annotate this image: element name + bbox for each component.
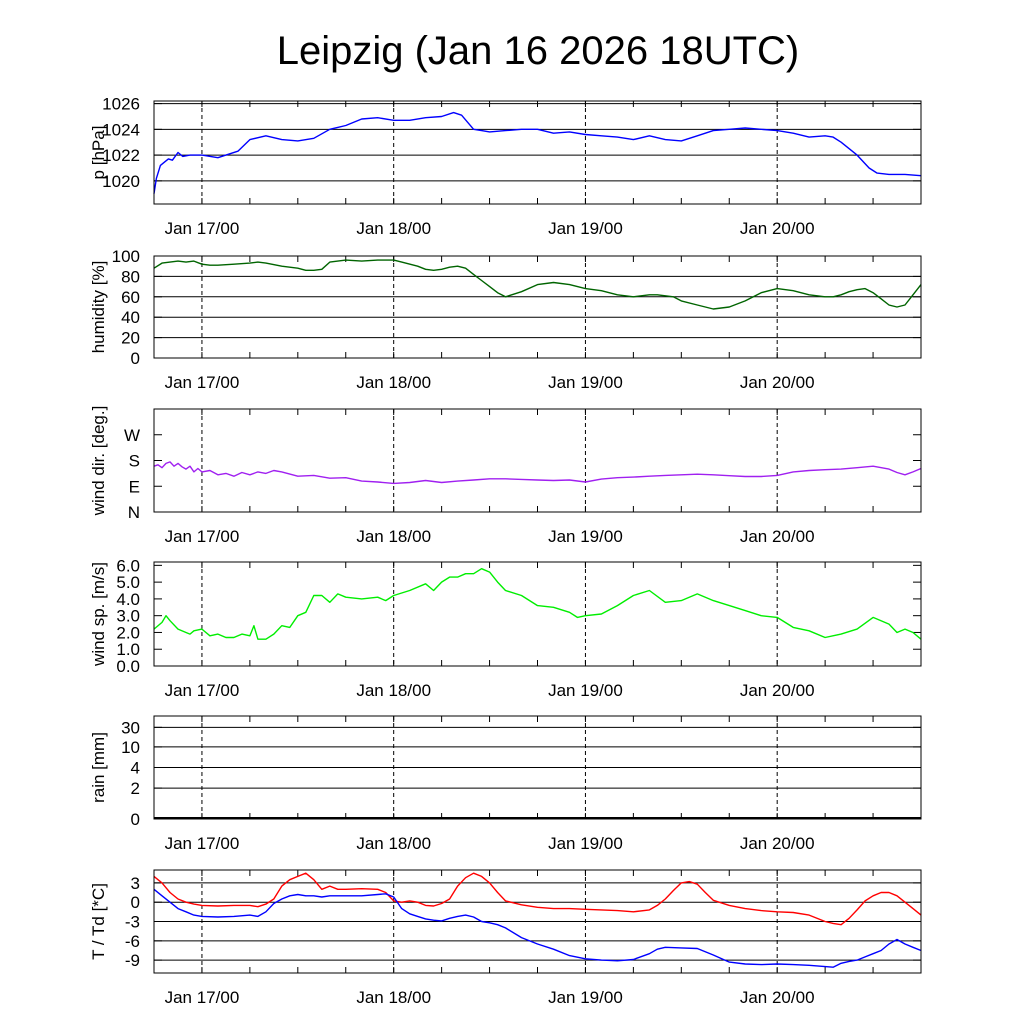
y-axis-title-pressure: p [hPa] <box>89 126 108 180</box>
y-tick-label-wind_dir-3: W <box>124 426 140 445</box>
series-line-pressure-0 <box>153 111 922 194</box>
panel-frame-pressure <box>153 100 922 205</box>
y-tick-label-wind_speed-0: 0.0 <box>116 657 140 676</box>
x-tick-label-wind_speed-2: Jan 19/00 <box>548 681 623 700</box>
panel-wind_dir: Jan 17/00 Jan 18/00 Jan 19/00 Jan 20/00 NESW… <box>89 406 922 546</box>
y-tick-label-wind_speed-2: 2.0 <box>116 623 140 642</box>
y-tick-label-rain-1: 2 <box>131 779 140 798</box>
x-tick-label-humidity-2: Jan 19/00 <box>548 373 623 392</box>
x-tick-label-humidity-3: Jan 20/00 <box>740 373 815 392</box>
y-tick-label-temperature-0: -9 <box>125 951 140 970</box>
series-line-temperature-1 <box>153 888 922 968</box>
panel-wind_speed: Jan 17/00 Jan 18/00 Jan 19/00 Jan 20/00 0.01… <box>89 556 922 700</box>
y-tick-label-temperature-1: -6 <box>125 932 140 951</box>
panel-humidity: Jan 17/00 Jan 18/00 Jan 19/00 Jan 20/00 020 4… <box>89 247 922 392</box>
y-axis-title-wind_speed: wind sp. [m/s] <box>89 562 108 667</box>
x-tick-label-wind_dir-2: Jan 19/00 <box>548 527 623 546</box>
x-tick-label-wind_speed-3: Jan 20/00 <box>740 681 815 700</box>
y-axis-title-wind_dir: wind dir. [deg.] <box>89 406 108 517</box>
y-tick-label-wind_dir-0: N <box>128 503 140 522</box>
y-tick-label-pressure-2: 1024 <box>102 120 140 139</box>
y-tick-label-humidity-0: 0 <box>131 349 140 368</box>
y-tick-label-rain-4: 30 <box>121 718 140 737</box>
x-tick-label-humidity-1: Jan 18/00 <box>356 373 431 392</box>
x-tick-label-humidity-0: Jan 17/00 <box>165 373 240 392</box>
y-axis-title-rain: rain [mm] <box>89 732 108 803</box>
y-tick-label-rain-0: 0 <box>131 810 140 829</box>
y-tick-label-pressure-0: 1020 <box>102 172 140 191</box>
y-axis-title-temperature: T / Td [*C] <box>89 883 108 960</box>
panel-frame-wind_speed <box>153 561 922 667</box>
panel-frame-rain <box>153 715 922 820</box>
y-tick-label-wind_speed-1: 1.0 <box>116 640 140 659</box>
y-tick-label-wind_speed-3: 3.0 <box>116 607 140 626</box>
x-tick-label-temperature-3: Jan 20/00 <box>740 988 815 1007</box>
panel-frame-wind_dir <box>153 408 922 513</box>
x-tick-label-wind_speed-0: Jan 17/00 <box>165 681 240 700</box>
x-tick-label-pressure-1: Jan 18/00 <box>356 219 431 238</box>
y-tick-label-temperature-4: 3 <box>131 874 140 893</box>
y-tick-label-temperature-3: 0 <box>131 893 140 912</box>
y-tick-label-pressure-1: 1022 <box>102 146 140 165</box>
panel-pressure: Jan 17/00 Jan 18/00 Jan 19/00 Jan 20/00 1020… <box>89 95 922 238</box>
y-tick-label-wind_speed-4: 4.0 <box>116 590 140 609</box>
series-line-humidity-0 <box>153 259 922 310</box>
x-tick-label-wind_dir-0: Jan 17/00 <box>165 527 240 546</box>
x-tick-label-wind_dir-3: Jan 20/00 <box>740 527 815 546</box>
y-tick-label-pressure-3: 1026 <box>102 95 140 114</box>
y-tick-label-humidity-4: 80 <box>121 267 140 286</box>
x-tick-label-pressure-2: Jan 19/00 <box>548 219 623 238</box>
y-tick-label-humidity-3: 60 <box>121 288 140 307</box>
series-line-wind_speed-0 <box>153 568 922 640</box>
x-tick-label-pressure-3: Jan 20/00 <box>740 219 815 238</box>
y-tick-label-rain-3: 10 <box>121 738 140 757</box>
panel-temperature: Jan 17/00 Jan 18/00 Jan 19/00 Jan 20/00 -9-6… <box>89 869 922 1007</box>
x-tick-label-wind_speed-1: Jan 18/00 <box>356 681 431 700</box>
x-tick-label-rain-1: Jan 18/00 <box>356 834 431 853</box>
y-tick-label-humidity-5: 100 <box>112 247 140 266</box>
y-tick-label-temperature-2: -3 <box>125 913 140 932</box>
x-tick-label-rain-0: Jan 17/00 <box>165 834 240 853</box>
x-tick-label-rain-2: Jan 19/00 <box>548 834 623 853</box>
panel-frame-humidity <box>153 255 922 359</box>
x-tick-label-wind_dir-1: Jan 18/00 <box>356 527 431 546</box>
x-tick-label-rain-3: Jan 20/00 <box>740 834 815 853</box>
y-tick-label-humidity-2: 40 <box>121 308 140 327</box>
y-tick-label-wind_speed-6: 6.0 <box>116 556 140 575</box>
y-tick-label-rain-2: 4 <box>131 759 140 778</box>
series-line-temperature-0 <box>153 872 922 926</box>
series-line-wind_dir-0 <box>153 461 922 485</box>
x-tick-label-temperature-0: Jan 17/00 <box>165 988 240 1007</box>
x-tick-label-pressure-0: Jan 17/00 <box>165 219 240 238</box>
panel-frame-temperature <box>153 869 922 974</box>
panels: Jan 17/00 Jan 18/00 Jan 19/00 Jan 20/001020… <box>89 95 922 1007</box>
x-tick-label-temperature-2: Jan 19/00 <box>548 988 623 1007</box>
chart-title: Leipzig (Jan 16 2026 18UTC) <box>277 29 800 73</box>
x-tick-label-temperature-1: Jan 18/00 <box>356 988 431 1007</box>
y-tick-label-wind_speed-5: 5.0 <box>116 573 140 592</box>
panel-rain: Jan 17/00 Jan 18/00 Jan 19/00 Jan 20/00 0 24 1… <box>89 715 922 853</box>
y-axis-title-humidity: humidity [%] <box>89 261 108 354</box>
y-tick-label-wind_dir-1: E <box>129 477 140 496</box>
y-tick-label-wind_dir-2: S <box>129 452 140 471</box>
y-tick-label-humidity-1: 20 <box>121 329 140 348</box>
